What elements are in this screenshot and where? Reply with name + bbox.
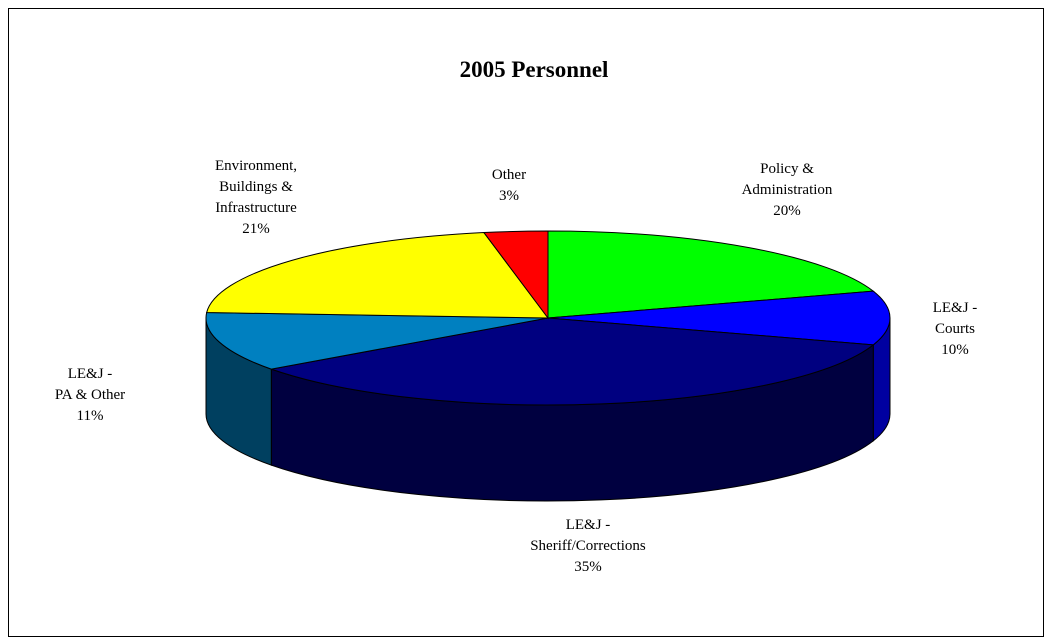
- pie-slice-other: [482, 230, 549, 320]
- slice-label-le-j-sheriff-corrections: LE&J -Sheriff/Corrections 35%: [530, 517, 646, 575]
- slice-label-policy-administration: Policy & Administration 20%: [742, 161, 833, 219]
- label-group: Policy & Administration 20% LE&J -Courts 10%…: [55, 158, 977, 575]
- pie-slice-environment-buildings-infrastructure: [206, 232, 550, 319]
- pie-slice-le-j-pa-other: [205, 312, 549, 370]
- chart-title: 2005 Personnel: [460, 57, 609, 82]
- pie-slice-policy-administration: [547, 230, 875, 319]
- pie-group: [205, 230, 891, 502]
- slice-label-environment-buildings-infrastructure: Environment, Buildings & Infrastructure 21%: [215, 158, 297, 237]
- slice-label-le-j-courts: LE&J -Courts 10%: [933, 300, 978, 358]
- pie-slice-le-j-sheriff-corrections: [269, 317, 875, 406]
- slice-label-other: Other 3%: [492, 167, 526, 204]
- pie-slice-le-j-courts: [547, 290, 891, 346]
- slice-label-le-j-pa-other: LE&J -PA & Other 11%: [55, 366, 125, 424]
